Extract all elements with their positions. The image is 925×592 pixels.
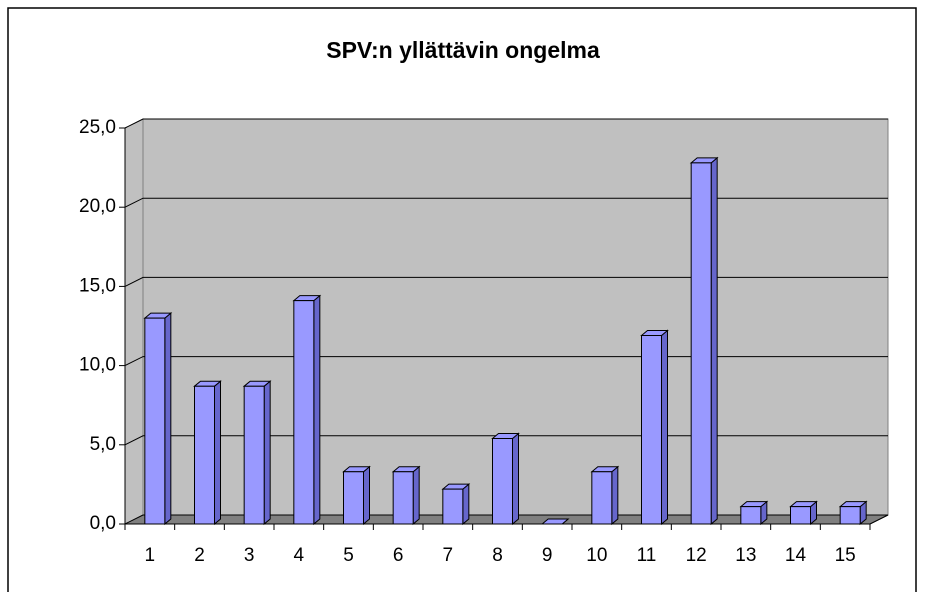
bar (689, 156, 719, 526)
bar-side (214, 380, 221, 526)
bar-front (641, 335, 662, 525)
grid-line (124, 197, 888, 208)
y-tick-label: 25,0 (79, 117, 116, 138)
bar (491, 432, 520, 526)
grid-line (124, 276, 888, 287)
bar-front (740, 506, 762, 525)
bar (391, 465, 421, 526)
y-tick-label: 5,0 (90, 434, 116, 455)
side-wall (124, 118, 144, 525)
y-tick-label: 20,0 (79, 196, 116, 217)
bar-side (611, 465, 619, 526)
bar (143, 312, 173, 526)
bar-front (442, 488, 464, 525)
y-tick-label: 15,0 (79, 275, 116, 296)
x-tick-label: 5 (343, 545, 354, 566)
x-tick-label: 13 (735, 545, 756, 566)
bar-front (194, 385, 215, 525)
x-tick-label: 14 (785, 545, 807, 566)
bar (540, 518, 570, 525)
bar (193, 380, 222, 526)
bar-front (343, 471, 364, 525)
bar-front (144, 317, 166, 525)
x-tick-label: 3 (244, 545, 255, 566)
y-tick-label: 0,0 (90, 513, 116, 534)
y-tick-label: 10,0 (79, 355, 116, 376)
bar (342, 465, 371, 526)
bar-front (293, 300, 315, 525)
x-tick-label: 10 (586, 545, 607, 566)
x-tick-label: 15 (835, 545, 856, 566)
bar (441, 483, 471, 526)
x-tick-label: 7 (443, 545, 454, 566)
bar-side (313, 294, 321, 526)
bar-front (243, 385, 265, 525)
grid-line (124, 356, 888, 367)
x-tick-label: 6 (393, 545, 404, 566)
grid-line (124, 514, 888, 525)
grid-line (124, 118, 888, 129)
bar-side (462, 483, 470, 526)
x-tick-label: 2 (194, 545, 205, 566)
bar-side (412, 465, 420, 526)
bar-front (839, 506, 861, 525)
bar-side (710, 156, 718, 526)
bar-side (512, 432, 519, 526)
x-axis-end (869, 514, 889, 525)
bar (739, 500, 769, 526)
x-tick-label: 1 (145, 545, 156, 566)
grid-line (124, 435, 888, 446)
bar-front (591, 471, 613, 525)
bar-side (363, 465, 370, 526)
bar-front (492, 437, 513, 525)
bar (242, 380, 272, 526)
bar-front (392, 471, 414, 525)
bar-front (790, 506, 811, 525)
chart-title: SPV:n yllättävin ongelma (326, 37, 600, 63)
bar-side (164, 312, 172, 526)
bar-front (690, 162, 712, 525)
x-tick-label: 11 (637, 545, 657, 566)
bar (838, 500, 868, 526)
bar (292, 294, 322, 526)
bar (640, 329, 669, 526)
x-tick-label: 8 (492, 545, 503, 566)
bar-side (263, 380, 271, 526)
x-tick-label: 4 (294, 545, 305, 566)
bar (590, 465, 620, 526)
bar (789, 500, 818, 526)
bar-side (661, 329, 668, 526)
x-tick-label: 12 (686, 545, 707, 566)
x-tick-label: 9 (542, 545, 553, 566)
